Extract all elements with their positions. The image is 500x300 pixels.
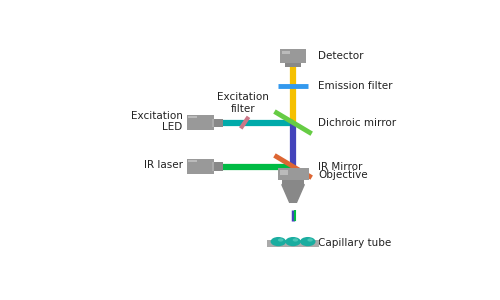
Text: Objective: Objective xyxy=(318,169,368,180)
Bar xyxy=(188,160,196,162)
Bar xyxy=(285,63,301,67)
Bar xyxy=(214,118,224,127)
Text: Excitation
filter: Excitation filter xyxy=(217,92,268,114)
Bar xyxy=(278,168,308,180)
Bar xyxy=(212,118,214,127)
Bar xyxy=(280,49,306,63)
Circle shape xyxy=(270,237,286,246)
Bar xyxy=(282,180,304,184)
Bar xyxy=(214,163,224,171)
Polygon shape xyxy=(282,184,304,202)
Circle shape xyxy=(292,238,298,242)
Bar xyxy=(186,115,214,130)
Bar xyxy=(267,240,319,247)
Bar xyxy=(282,51,290,54)
Text: Emission filter: Emission filter xyxy=(318,81,393,91)
Text: IR laser: IR laser xyxy=(144,160,182,170)
Text: IR Mirror: IR Mirror xyxy=(318,161,362,172)
Text: Detector: Detector xyxy=(318,51,364,61)
Circle shape xyxy=(278,238,283,242)
Circle shape xyxy=(286,237,301,246)
Text: Excitation
LED: Excitation LED xyxy=(131,111,182,132)
Bar xyxy=(188,116,196,119)
Text: Capillary tube: Capillary tube xyxy=(318,238,392,248)
Circle shape xyxy=(300,237,316,246)
Bar xyxy=(280,169,288,175)
Circle shape xyxy=(308,238,313,242)
Bar xyxy=(186,159,214,174)
Text: Dichroic mirror: Dichroic mirror xyxy=(318,118,396,128)
Bar xyxy=(212,163,214,171)
